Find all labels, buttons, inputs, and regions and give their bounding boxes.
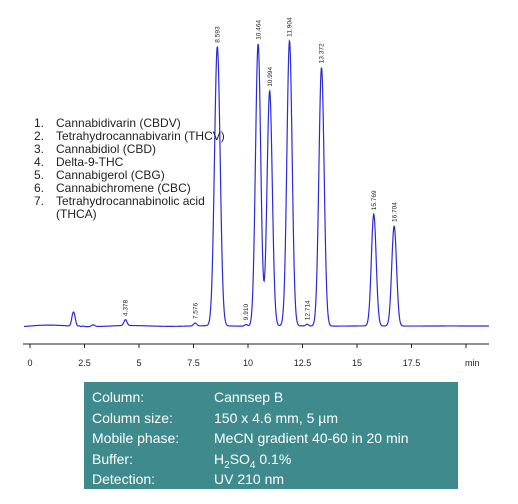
legend-item: 7. Tetrahydrocannabinolic acid (THCA) (34, 195, 234, 221)
chromatogram-trace (23, 39, 489, 328)
plot-area: 4.378 7.576 8.593 9.910 10.464 10.994 11.904 12… (23, 17, 489, 328)
x-tick-label: 12.5 (294, 358, 312, 368)
peak-label: 8.593 (215, 26, 222, 43)
buffer-subscript-2: 4 (249, 459, 256, 471)
peak-label: 13.372 (319, 43, 326, 63)
legend-name: Cannabidivarin (CBDV) (56, 116, 181, 130)
buffer-row: Buffer: H2SO4 0.1% (92, 449, 458, 470)
buffer-prefix: H (214, 450, 225, 467)
peak-label: 10.464 (255, 20, 262, 40)
conditions-panel: Column: Cannsep B Column size: 150 x 4.6… (84, 382, 458, 489)
detection-row: Detection: UV 210 nm (92, 469, 458, 490)
column-row: Column: Cannsep B (92, 387, 458, 408)
legend-number: 5. (34, 168, 45, 182)
buffer-suffix: 0.1% (255, 450, 292, 467)
buffer-label: Buffer: (92, 450, 133, 467)
detection-label: Detection: (92, 471, 156, 488)
legend-name: Cannabichromene (CBC) (56, 181, 191, 195)
x-tick-label: 5 (136, 358, 141, 368)
peak-label: 11.904 (287, 17, 294, 37)
peak-label: 16.704 (391, 202, 398, 222)
x-tick-label: 10 (243, 358, 253, 368)
buffer-mid: SO (229, 450, 250, 467)
legend-number: 2. (34, 129, 45, 143)
x-unit-label: min (465, 358, 480, 368)
x-tick-label: 7.5 (187, 358, 200, 368)
legend-item: 2. Tetrahydrocannabivarin (THCV) (34, 130, 234, 143)
legend-item: 4. Delta-9-THC (34, 156, 234, 169)
x-tick-label: 15 (352, 358, 362, 368)
peak-label: 7.576 (192, 302, 199, 319)
column-size-row: Column size: 150 x 4.6 mm, 5 µm (92, 408, 458, 429)
legend-number: 3. (34, 142, 45, 156)
peak-label: 12.714 (304, 300, 311, 320)
peak-label: 10.994 (267, 67, 274, 87)
column-value: Cannsep B (214, 389, 284, 405)
legend-name: Cannabigerol (CBG) (56, 168, 165, 182)
column-size-value: 150 x 4.6 mm, 5 µm (214, 409, 338, 426)
legend-name: Tetrahydrocannabinolic acid (THCA) (56, 194, 205, 221)
mobile-phase-row: Mobile phase: MeCN gradient 40-60 in 20 … (92, 428, 458, 449)
column-size-label: Column size: (92, 409, 173, 426)
legend-name: Delta-9-THC (56, 155, 124, 169)
detection-value: UV 210 nm (214, 471, 285, 488)
buffer-value: H2SO4 0.1% (214, 449, 291, 470)
legend-name: Cannabidiol (CBD) (56, 142, 157, 156)
legend-name: Tetrahydrocannabivarin (THCV) (56, 129, 225, 143)
buffer-subscript-1: 2 (224, 459, 230, 471)
x-tick-label: 17.5 (403, 358, 421, 368)
x-tick-label: 2.5 (78, 358, 91, 368)
legend-item: 3. Cannabidiol (CBD) (34, 143, 234, 156)
chromatogram-chart: 4.378 7.576 8.593 9.910 10.464 10.994 11.904 12… (23, 17, 489, 368)
peak-label: 9.910 (243, 304, 250, 321)
x-tick-label: 0 (27, 358, 32, 368)
legend-item: 5. Cannabigerol (CBG) (34, 169, 234, 182)
legend-number: 7. (34, 194, 45, 208)
legend-number: 1. (34, 116, 45, 130)
x-ticks: 0 2.5 5 7.5 10 12.5 15 17.5 (27, 344, 467, 368)
legend-number: 4. (34, 155, 45, 169)
legend-item: 1. Cannabidivarin (CBDV) (34, 117, 234, 130)
peak-label: 15.769 (371, 190, 378, 210)
legend-item: 6. Cannabichromene (CBC) (34, 182, 234, 195)
compound-legend: 1. Cannabidivarin (CBDV) 2. Tetrahydrocann… (34, 117, 234, 221)
peak-label: 4.378 (123, 299, 130, 316)
mobile-phase-value: MeCN gradient 40-60 in 20 min (214, 430, 409, 447)
legend-number: 6. (34, 181, 45, 195)
mobile-phase-label: Mobile phase: (92, 430, 180, 447)
column-label: Column: (92, 389, 145, 405)
